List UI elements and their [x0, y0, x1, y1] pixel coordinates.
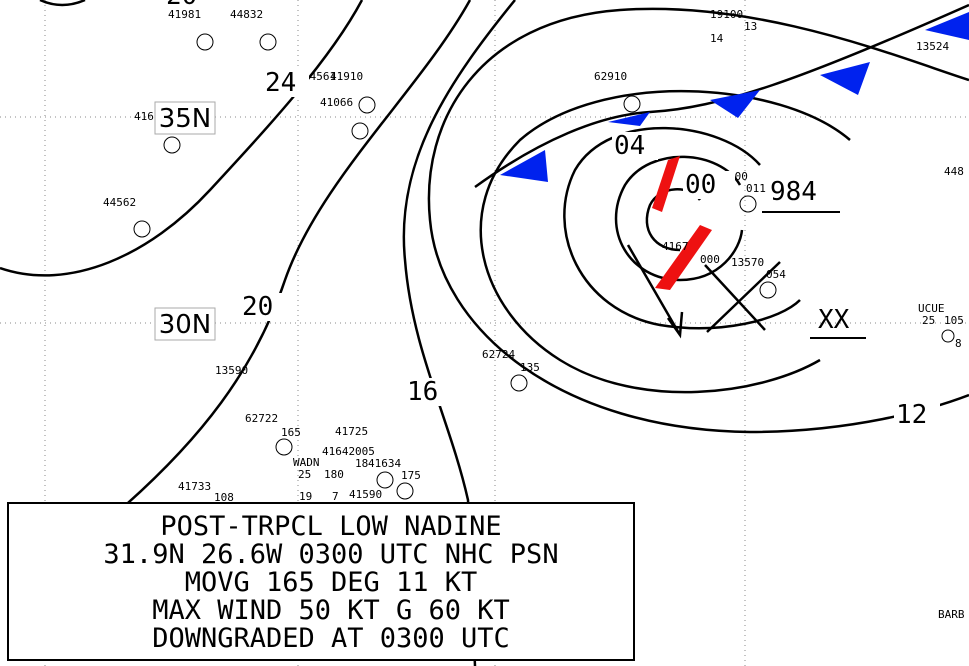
station-label: 41590 [349, 488, 382, 501]
station-label: 18 [355, 457, 368, 470]
station-label: 13524 [916, 40, 949, 53]
station-label: 44832 [230, 8, 263, 21]
station-label: 8 [955, 337, 962, 350]
info-box [7, 502, 635, 661]
station-label: 41981 [168, 8, 201, 21]
info-line: 31.9N 26.6W 0300 UTC NHC PSN [103, 539, 558, 570]
station-label: 005 [355, 445, 375, 458]
isobar-label: 16 [407, 377, 438, 407]
station-label: 011 [746, 182, 766, 195]
info-line: MAX WIND 50 KT G 60 KT [152, 595, 510, 626]
latitude-label: 35N [159, 104, 212, 134]
label-bg [894, 401, 940, 429]
latitude-label: 30N [159, 310, 212, 340]
pressure-label: 984 [770, 177, 817, 207]
station-label: 13590 [215, 364, 248, 377]
label-bg [164, 0, 210, 10]
latitude-box [154, 101, 216, 135]
station-label: 41733 [178, 480, 211, 493]
isobar-label: 24 [265, 68, 296, 98]
info-line: MOVG 165 DEG 11 KT [185, 567, 478, 598]
label-bg [240, 293, 286, 321]
station-label: BARB [938, 608, 965, 621]
front [474, 3, 969, 290]
station-label: 175 [401, 469, 421, 482]
station-label: 4167 [662, 240, 689, 253]
station-label: 14 [710, 32, 724, 45]
station-label: UCUE [918, 302, 945, 315]
low-symbol: XX [818, 305, 850, 335]
station-label: 165 [281, 426, 301, 439]
station-label: 105 [944, 314, 964, 327]
station-label: 62910 [594, 70, 627, 83]
station-label: WADN [293, 456, 320, 469]
info-line: POST-TRPCL LOW NADINE [160, 511, 501, 542]
station-label: 054 [766, 268, 786, 281]
station-label: 108 [214, 491, 234, 504]
label-bg [405, 378, 451, 406]
station-label: 41634 [368, 457, 401, 470]
station-label: 62724 [482, 348, 515, 361]
station-circles [133, 33, 955, 522]
station-label: 41066 [320, 96, 353, 109]
isobar-label: 04 [614, 131, 645, 161]
station-label: 25 [298, 468, 311, 481]
label-bg [612, 132, 658, 160]
label-bg [683, 171, 735, 199]
station-label: 19100 [710, 8, 743, 21]
station-label: 000 [700, 253, 720, 266]
station-label: 41910 [330, 70, 363, 83]
station-label: 13570 [731, 256, 764, 269]
station-label: 62722 [245, 412, 278, 425]
isobar-label: 12 [896, 400, 927, 430]
station-label: 180 [324, 468, 344, 481]
info-line: DOWNGRADED AT 0300 UTC [152, 623, 510, 654]
isobar-label: 20 [166, 0, 197, 11]
station-label: 25 [922, 314, 935, 327]
isobar-label: 20 [242, 292, 273, 322]
labels: 35N 30N 20 24 20 16 12 04 00 984 XX [154, 0, 940, 430]
station-label: 135 [520, 361, 540, 374]
station-label: 44561 [303, 70, 336, 83]
station-label: 7 [332, 490, 339, 503]
station-label: 41642 [322, 445, 355, 458]
station-label: 41725 [335, 425, 368, 438]
station-label: 448 [944, 165, 964, 178]
station-label: 19 [299, 490, 312, 503]
isobar-label: 00 [685, 170, 716, 200]
station-label: 13 [744, 20, 757, 33]
latitude-box [154, 307, 216, 341]
station-label: 44562 [103, 196, 136, 209]
label-bg [263, 69, 309, 97]
